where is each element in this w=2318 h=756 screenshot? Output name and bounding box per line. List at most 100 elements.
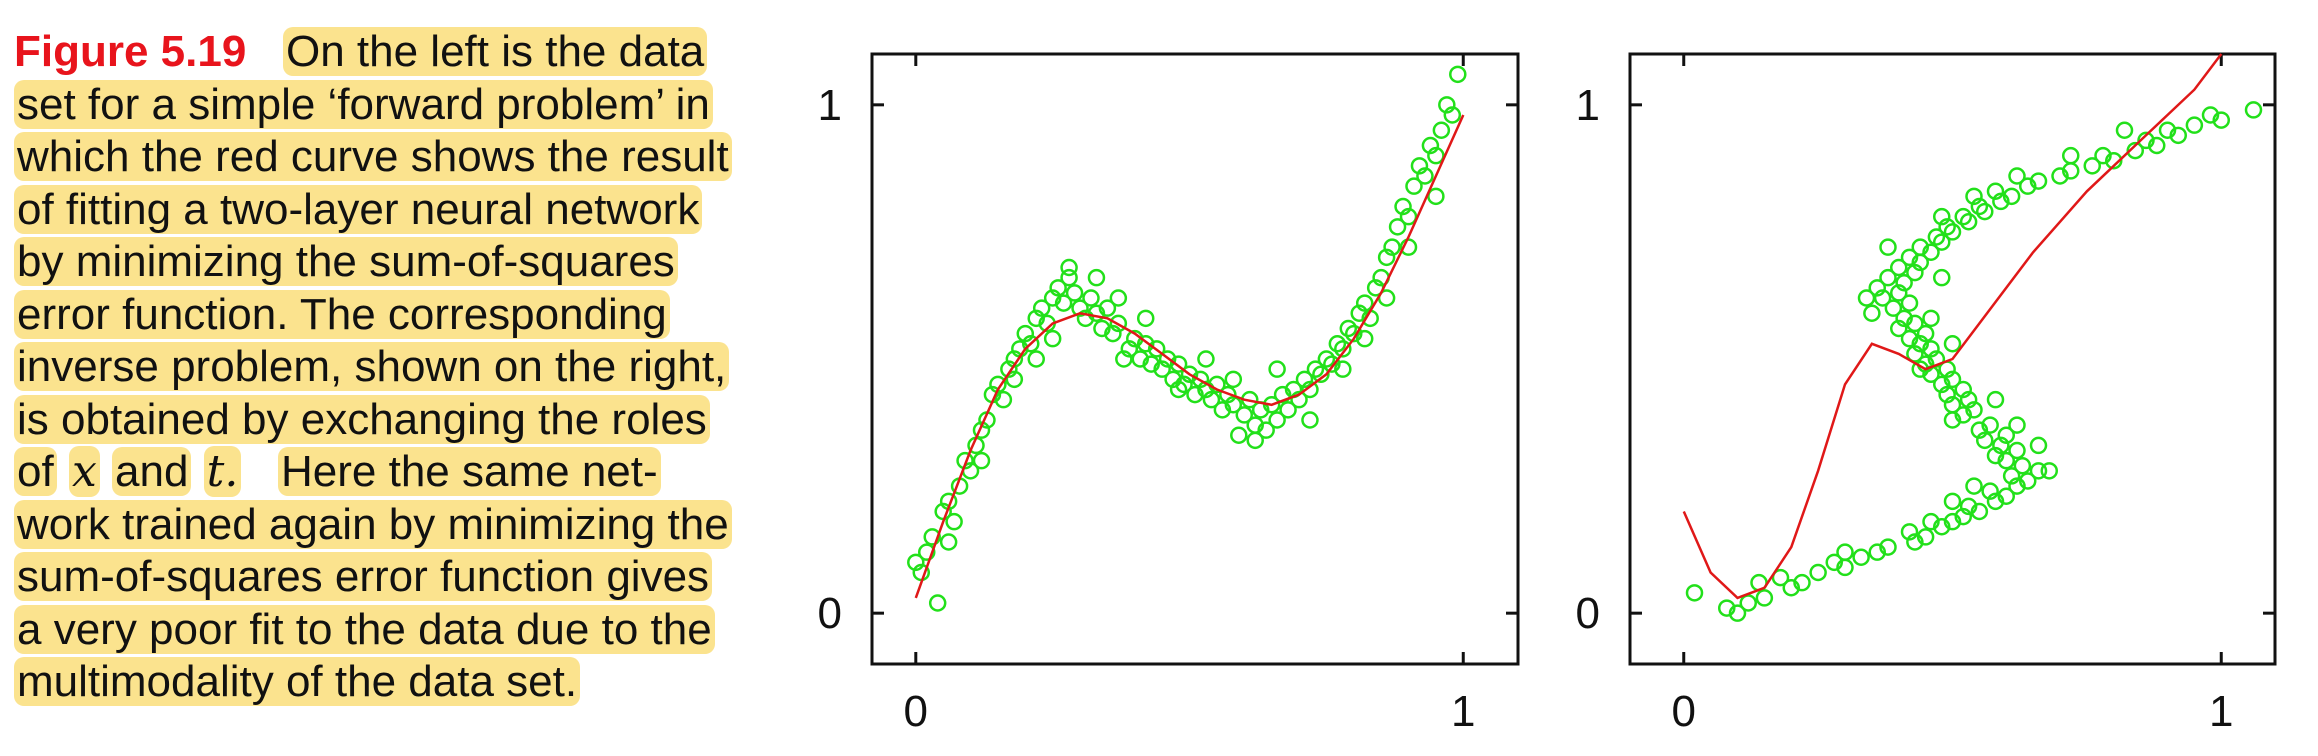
forward-data-point bbox=[1399, 207, 1418, 226]
inverse-data-point bbox=[2040, 462, 2058, 480]
inverse-data-point bbox=[1959, 390, 1978, 409]
forward-data-point bbox=[1224, 370, 1243, 389]
inverse-data-point bbox=[1943, 492, 1962, 511]
forward-data-point bbox=[1169, 355, 1188, 373]
forward-fit-curve bbox=[914, 114, 1465, 599]
forward-data-point bbox=[1312, 365, 1330, 383]
inverse-data-point bbox=[1782, 579, 1800, 597]
forward-data-point bbox=[1087, 304, 1106, 322]
forward-x-tick-label: 1 bbox=[1451, 687, 1475, 736]
inverse-x-tick-label: 0 bbox=[1672, 687, 1696, 736]
inverse-data-point bbox=[1959, 213, 1978, 231]
inverse-data-point bbox=[1911, 335, 1929, 353]
inverse-plot-frame bbox=[1628, 52, 2277, 666]
forward-data-point bbox=[1027, 309, 1045, 328]
caption-line-3: which the red curve shows the result bbox=[14, 131, 774, 184]
caption-text: of fitting a two-layer neural network bbox=[14, 184, 703, 234]
inverse-data-point bbox=[1852, 548, 1870, 566]
inverse-data-point bbox=[2008, 441, 2026, 460]
inverse-data-point bbox=[1954, 380, 1972, 399]
inverse-data-point bbox=[2008, 167, 2026, 185]
inverse-data-point bbox=[2051, 167, 2069, 185]
forward-data-point bbox=[1005, 370, 1024, 389]
forward-data-point bbox=[1323, 355, 1341, 373]
inverse-data-point bbox=[2002, 187, 2021, 206]
inverse-data-point bbox=[1922, 309, 1940, 328]
inverse-data-point bbox=[1933, 268, 1951, 287]
forward-data-point bbox=[1022, 335, 1040, 353]
inverse-data-point bbox=[1739, 594, 1757, 612]
inverse-data-point bbox=[1900, 248, 1919, 267]
forward-data-point bbox=[1345, 324, 1363, 343]
caption-text: inverse problem, shown on the right, bbox=[14, 342, 730, 391]
inverse-data-point bbox=[1868, 543, 1886, 561]
inverse-y-tick-label: 0 bbox=[1576, 589, 1600, 638]
inverse-data-point bbox=[1981, 482, 1999, 500]
caption-text: set for a simple ‘forward problem’ in bbox=[14, 79, 713, 129]
inverse-data-point bbox=[1825, 553, 1843, 572]
forward-data-point bbox=[1098, 299, 1117, 317]
forward-data-point bbox=[1016, 324, 1035, 343]
inverse-data-point bbox=[1916, 324, 1935, 343]
forward-data-point bbox=[1109, 289, 1128, 307]
forward-data-point bbox=[1120, 340, 1139, 358]
caption-line-6: error function. The corresponding bbox=[14, 289, 774, 342]
inverse-data-point bbox=[1755, 589, 1774, 607]
forward-data-point bbox=[939, 533, 958, 551]
forward-data-point bbox=[956, 451, 974, 470]
inverse-data-point bbox=[2169, 126, 2187, 145]
inverse-data-point bbox=[1890, 258, 1908, 277]
inverse-data-point bbox=[1916, 528, 1935, 546]
forward-data-point bbox=[1416, 167, 1434, 185]
forward-data-point bbox=[1449, 65, 1467, 84]
inverse-data-point bbox=[2062, 146, 2080, 165]
inverse-data-point bbox=[1718, 599, 1736, 617]
forward-data-point bbox=[1093, 319, 1111, 338]
forward-data-point bbox=[1339, 319, 1358, 338]
inverse-data-point bbox=[1927, 228, 1946, 246]
inverse-data-point bbox=[1900, 523, 1919, 541]
inverse-x-tick-label: 1 bbox=[2209, 687, 2233, 736]
forward-data-point bbox=[1432, 121, 1451, 139]
inverse-data-point bbox=[2002, 467, 2021, 485]
inverse-data-point bbox=[2158, 121, 2177, 139]
inverse-data-point bbox=[1970, 502, 1989, 521]
forward-data-point bbox=[1306, 360, 1325, 378]
caption-line-4: of fitting a two-layer neural network bbox=[14, 184, 774, 237]
inverse-data-point bbox=[1943, 370, 1962, 389]
forward-data-point bbox=[1224, 396, 1243, 414]
forward-data-point bbox=[972, 421, 991, 439]
inverse-data-point bbox=[1938, 218, 1956, 236]
forward-data-point bbox=[1202, 390, 1221, 409]
inverse-data-point bbox=[1927, 350, 1946, 368]
caption-line-10: work trained again by minimizing the bbox=[14, 499, 774, 552]
inverse-data-point bbox=[1900, 329, 1919, 348]
inverse-data-point bbox=[1879, 238, 1897, 256]
forward-data-point bbox=[1279, 401, 1297, 419]
forward-data-point bbox=[972, 451, 991, 470]
inverse-data-point bbox=[2201, 106, 2220, 124]
forward-data-point bbox=[1394, 197, 1412, 216]
forward-data-point bbox=[1032, 299, 1051, 317]
inverse-data-point bbox=[1857, 289, 1876, 307]
forward-data-point bbox=[994, 390, 1013, 409]
math-t: t. bbox=[203, 446, 242, 497]
inverse-data-point bbox=[1911, 238, 1929, 256]
caption-text: and bbox=[112, 447, 192, 496]
inverse-data-point bbox=[1922, 512, 1940, 531]
inverse-data-point bbox=[1938, 385, 1956, 404]
forward-data-point bbox=[1049, 279, 1067, 297]
forward-data-point bbox=[1230, 426, 1248, 444]
inverse-data-point bbox=[2115, 121, 2134, 139]
inverse-data-point bbox=[1976, 431, 1994, 450]
forward-data-point bbox=[1136, 335, 1155, 353]
inverse-data-point bbox=[1954, 406, 1972, 424]
inverse-data-point bbox=[2029, 172, 2048, 190]
forward-data-point bbox=[1235, 406, 1254, 424]
caption-text: multimodality of the data set. bbox=[14, 657, 581, 706]
inverse-data-point bbox=[1890, 319, 1908, 338]
forward-data-point bbox=[1087, 268, 1106, 287]
inverse-data-point bbox=[1884, 299, 1903, 317]
inverse-data-point bbox=[2137, 131, 2155, 150]
inverse-data-point bbox=[1954, 207, 1972, 226]
